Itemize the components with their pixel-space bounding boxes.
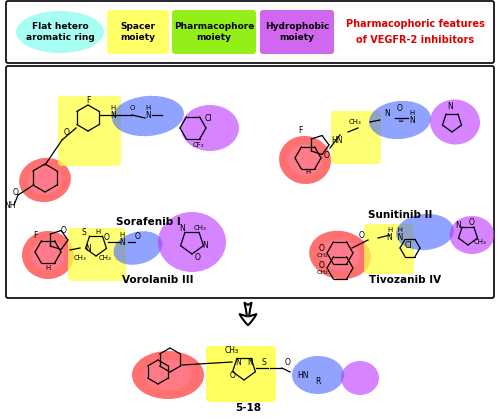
Text: O: O bbox=[397, 103, 403, 112]
Text: CH₃: CH₃ bbox=[225, 346, 239, 354]
FancyBboxPatch shape bbox=[6, 1, 494, 63]
Text: N: N bbox=[409, 116, 415, 124]
Text: Cl: Cl bbox=[204, 114, 212, 122]
Text: N: N bbox=[235, 357, 241, 367]
Ellipse shape bbox=[158, 212, 226, 272]
Text: H: H bbox=[306, 169, 310, 175]
Ellipse shape bbox=[114, 231, 162, 265]
Text: F: F bbox=[86, 96, 90, 104]
Text: O: O bbox=[469, 217, 475, 227]
Ellipse shape bbox=[16, 11, 104, 53]
Ellipse shape bbox=[320, 239, 360, 271]
Text: F: F bbox=[298, 126, 302, 134]
Text: Cl: Cl bbox=[404, 241, 412, 249]
Text: R: R bbox=[316, 377, 320, 385]
Text: Pharmacophore
moiety: Pharmacophore moiety bbox=[174, 22, 254, 42]
FancyBboxPatch shape bbox=[6, 66, 494, 298]
FancyBboxPatch shape bbox=[172, 10, 256, 54]
Text: H: H bbox=[146, 105, 150, 111]
Ellipse shape bbox=[288, 145, 322, 176]
Text: O: O bbox=[13, 187, 19, 197]
Text: O: O bbox=[64, 127, 70, 137]
Text: H  H: H H bbox=[388, 227, 402, 233]
Text: HN: HN bbox=[331, 135, 343, 145]
Text: CH₂: CH₂ bbox=[316, 269, 328, 274]
Text: O: O bbox=[135, 232, 141, 241]
Text: N: N bbox=[202, 241, 208, 249]
Text: of VEGFR-2 inhibitors: of VEGFR-2 inhibitors bbox=[356, 35, 474, 45]
Text: S: S bbox=[262, 357, 266, 367]
Text: Tivozanib IV: Tivozanib IV bbox=[369, 275, 441, 285]
Ellipse shape bbox=[181, 105, 239, 151]
FancyBboxPatch shape bbox=[107, 10, 169, 54]
Text: O: O bbox=[230, 370, 236, 380]
Text: 5-18: 5-18 bbox=[235, 403, 261, 413]
Text: H: H bbox=[96, 229, 100, 235]
Text: ═: ═ bbox=[398, 117, 402, 123]
Text: F: F bbox=[33, 230, 37, 240]
Text: N: N bbox=[384, 109, 390, 117]
Ellipse shape bbox=[279, 136, 331, 184]
Text: Pharmacophoric features: Pharmacophoric features bbox=[346, 19, 484, 29]
Text: N  N: N N bbox=[387, 233, 403, 241]
Ellipse shape bbox=[341, 361, 379, 395]
Text: N: N bbox=[247, 357, 253, 367]
Text: CH₃: CH₃ bbox=[348, 119, 362, 125]
FancyBboxPatch shape bbox=[260, 10, 334, 54]
Ellipse shape bbox=[112, 96, 184, 136]
Text: O: O bbox=[285, 357, 291, 367]
Ellipse shape bbox=[19, 158, 71, 202]
Ellipse shape bbox=[28, 166, 62, 194]
Ellipse shape bbox=[292, 356, 344, 394]
Text: O: O bbox=[359, 230, 365, 240]
Ellipse shape bbox=[22, 231, 74, 279]
Ellipse shape bbox=[144, 360, 192, 391]
Text: N: N bbox=[145, 111, 151, 119]
Text: H: H bbox=[120, 232, 124, 238]
Text: Sorafenib I: Sorafenib I bbox=[116, 217, 180, 227]
Ellipse shape bbox=[430, 99, 480, 145]
FancyBboxPatch shape bbox=[58, 96, 121, 166]
Text: N: N bbox=[85, 243, 91, 253]
FancyBboxPatch shape bbox=[206, 346, 276, 402]
Text: O: O bbox=[319, 261, 325, 269]
Ellipse shape bbox=[450, 216, 494, 254]
Text: CH₃: CH₃ bbox=[474, 239, 486, 245]
Text: H: H bbox=[46, 265, 51, 271]
Ellipse shape bbox=[369, 101, 431, 139]
Text: O: O bbox=[195, 253, 201, 261]
Text: Sunitinib II: Sunitinib II bbox=[368, 210, 432, 220]
Text: N: N bbox=[455, 220, 461, 230]
Text: Vorolanib III: Vorolanib III bbox=[122, 275, 194, 285]
Text: CH₃: CH₃ bbox=[74, 255, 86, 261]
Text: N: N bbox=[110, 111, 116, 119]
Text: O: O bbox=[130, 105, 134, 111]
Text: O: O bbox=[319, 243, 325, 253]
Text: N: N bbox=[119, 238, 125, 246]
Text: H: H bbox=[110, 105, 116, 111]
FancyBboxPatch shape bbox=[68, 228, 126, 281]
Text: CF₃: CF₃ bbox=[192, 142, 204, 148]
Text: H: H bbox=[410, 110, 414, 116]
Text: Flat hetero
aromatic ring: Flat hetero aromatic ring bbox=[26, 22, 94, 42]
FancyBboxPatch shape bbox=[364, 224, 414, 274]
Text: NH: NH bbox=[4, 201, 16, 210]
Text: O: O bbox=[324, 150, 330, 160]
Text: CH₃: CH₃ bbox=[98, 255, 112, 261]
Text: Spacer
moiety: Spacer moiety bbox=[120, 22, 156, 42]
Text: O: O bbox=[61, 225, 67, 235]
Ellipse shape bbox=[132, 351, 204, 399]
Text: Hydrophobic
moiety: Hydrophobic moiety bbox=[265, 22, 329, 42]
FancyBboxPatch shape bbox=[331, 111, 381, 164]
Text: N: N bbox=[447, 101, 453, 111]
Text: N: N bbox=[179, 223, 185, 233]
Text: HN: HN bbox=[297, 370, 309, 380]
Text: CH₃: CH₃ bbox=[194, 225, 206, 231]
Text: S: S bbox=[82, 228, 86, 236]
Ellipse shape bbox=[31, 239, 65, 271]
Text: O: O bbox=[104, 233, 110, 241]
Text: CH₂: CH₂ bbox=[316, 253, 328, 258]
Ellipse shape bbox=[309, 231, 371, 279]
Ellipse shape bbox=[396, 214, 454, 250]
